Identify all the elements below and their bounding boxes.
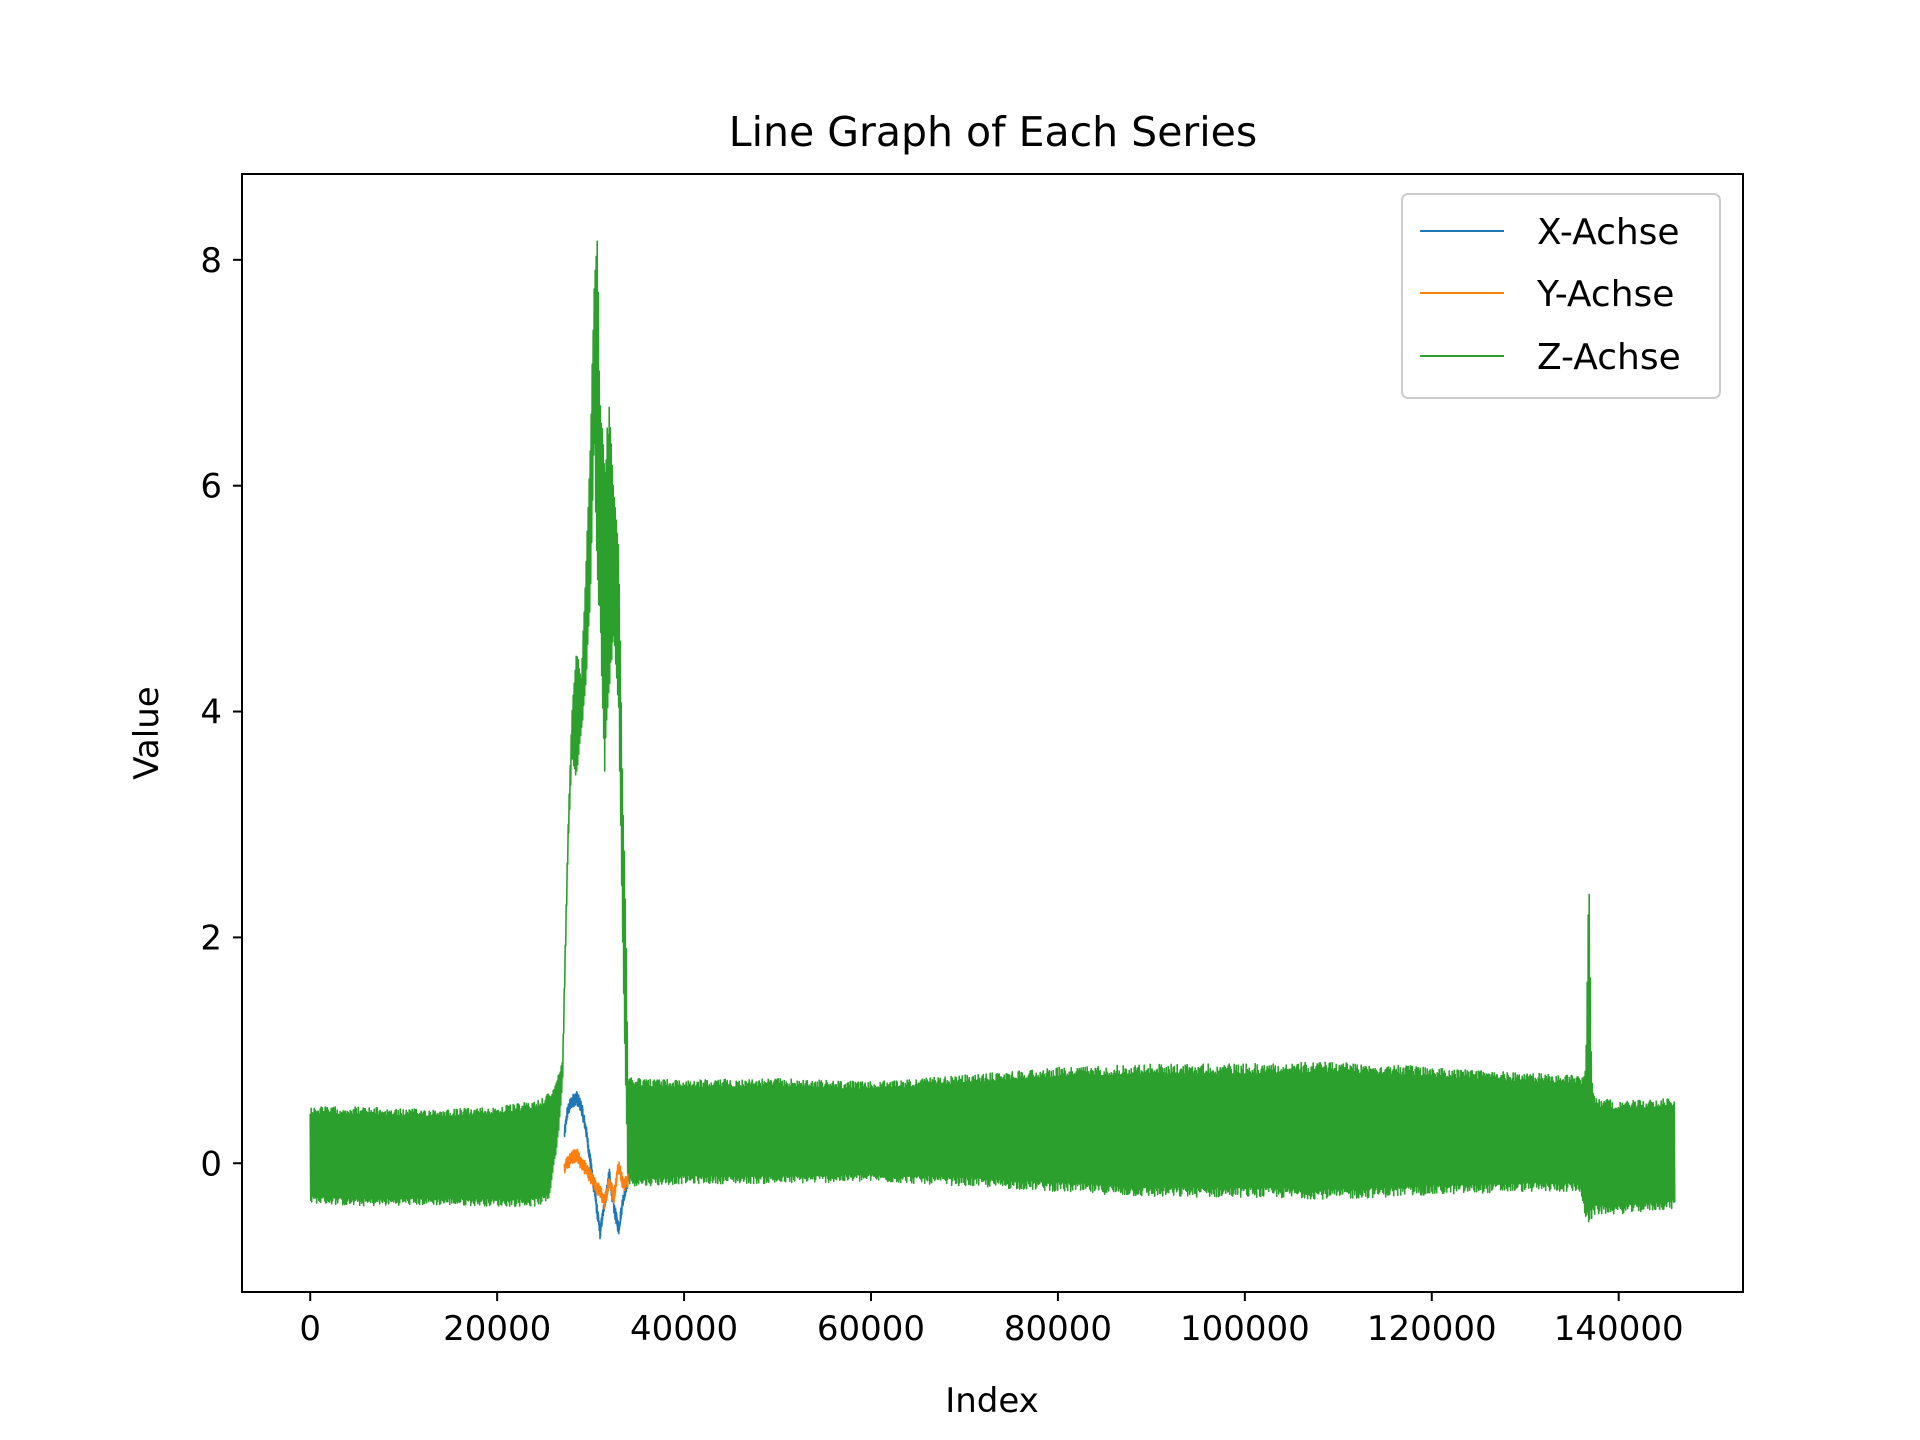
legend-label-x-achse: X-Achse [1537,212,1680,253]
series-line-z-achse [309,240,1676,1223]
series-line-y-achse [563,1148,629,1210]
x-tick-label: 140000 [1554,1309,1684,1349]
x-axis-title: Index [945,1381,1039,1421]
x-tick-label: 80000 [1004,1309,1112,1349]
y-tick-label: 0 [200,1144,222,1184]
x-tick-label: 100000 [1180,1309,1310,1349]
plot-frame [241,173,1744,1293]
y-tick-label: 8 [200,241,222,281]
chart-title: Line Graph of Each Series [729,108,1258,156]
x-tick-label: 40000 [630,1309,738,1349]
legend-box [1401,193,1721,399]
x-tick-label: 20000 [443,1309,551,1349]
x-tick-label: 120000 [1367,1309,1497,1349]
x-axis: 0 20000 40000 60000 80000 100000 120000 140000 [299,1292,1684,1349]
y-axis-title: Value [127,686,167,779]
y-axis: 0 2 4 6 8 [200,241,242,1184]
y-tick-label: 2 [200,918,222,958]
series-line-x-achse [563,1091,629,1240]
y-tick-label: 4 [200,693,222,733]
legend-label-y-achse: Y-Achse [1536,274,1674,315]
plot-series [309,240,1676,1240]
legend-label-z-achse: Z-Achse [1537,337,1681,378]
legend: X-Achse Y-Achse Z-Achse [1401,193,1721,399]
y-tick-label: 6 [200,467,222,507]
x-tick-label: 60000 [817,1309,925,1349]
x-tick-label: 0 [299,1309,321,1349]
